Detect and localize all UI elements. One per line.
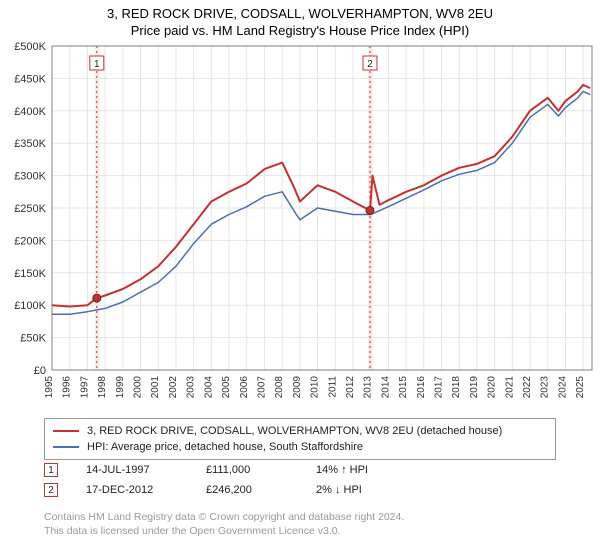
footnote: Contains HM Land Registry data © Crown c… bbox=[44, 510, 564, 538]
svg-text:2017: 2017 bbox=[434, 376, 445, 399]
svg-text:2003: 2003 bbox=[186, 376, 197, 399]
svg-text:£100K: £100K bbox=[14, 300, 46, 312]
legend-label: 3, RED ROCK DRIVE, CODSALL, WOLVERHAMPTO… bbox=[87, 425, 502, 437]
sale-date: 17-DEC-2012 bbox=[86, 484, 206, 496]
svg-text:2014: 2014 bbox=[380, 376, 391, 399]
svg-text:1995: 1995 bbox=[44, 376, 55, 399]
sale-marker: 2 bbox=[44, 483, 58, 497]
svg-text:2012: 2012 bbox=[345, 376, 356, 399]
svg-text:2001: 2001 bbox=[150, 376, 161, 399]
svg-text:£300K: £300K bbox=[14, 171, 46, 183]
footnote-line: This data is licensed under the Open Gov… bbox=[44, 524, 564, 538]
svg-text:£400K: £400K bbox=[14, 106, 46, 118]
svg-text:2006: 2006 bbox=[239, 376, 250, 399]
sale-price: £111,000 bbox=[206, 464, 316, 476]
svg-text:2015: 2015 bbox=[398, 376, 409, 399]
legend-swatch bbox=[53, 446, 79, 448]
chart-titles: 3, RED ROCK DRIVE, CODSALL, WOLVERHAMPTO… bbox=[0, 0, 600, 40]
svg-text:1997: 1997 bbox=[79, 376, 90, 399]
svg-text:2023: 2023 bbox=[540, 376, 551, 399]
svg-text:2010: 2010 bbox=[310, 376, 321, 399]
legend-label: HPI: Average price, detached house, Sout… bbox=[87, 441, 363, 453]
svg-text:1999: 1999 bbox=[115, 376, 126, 399]
sale-date: 14-JUL-1997 bbox=[86, 464, 206, 476]
svg-text:2008: 2008 bbox=[274, 376, 285, 399]
svg-text:£350K: £350K bbox=[14, 138, 46, 150]
svg-text:2005: 2005 bbox=[221, 376, 232, 399]
svg-text:2020: 2020 bbox=[487, 376, 498, 399]
svg-text:£50K: £50K bbox=[20, 333, 46, 345]
svg-text:2021: 2021 bbox=[504, 376, 515, 399]
svg-text:2018: 2018 bbox=[451, 376, 462, 399]
sale-marker: 1 bbox=[44, 463, 58, 477]
svg-text:2000: 2000 bbox=[133, 376, 144, 399]
legend: 3, RED ROCK DRIVE, CODSALL, WOLVERHAMPTO… bbox=[44, 418, 556, 460]
footnote-line: Contains HM Land Registry data © Crown c… bbox=[44, 510, 564, 524]
svg-text:2002: 2002 bbox=[168, 376, 179, 399]
sale-hpi: 2% ↓ HPI bbox=[316, 484, 426, 496]
legend-item: HPI: Average price, detached house, Sout… bbox=[53, 439, 547, 455]
svg-text:2004: 2004 bbox=[203, 376, 214, 399]
title-sub: Price paid vs. HM Land Registry's House … bbox=[0, 23, 600, 38]
legend-item: 3, RED ROCK DRIVE, CODSALL, WOLVERHAMPTO… bbox=[53, 423, 547, 439]
svg-text:2011: 2011 bbox=[327, 376, 338, 398]
svg-text:2013: 2013 bbox=[363, 376, 374, 399]
svg-text:£250K: £250K bbox=[14, 203, 46, 215]
chart: £0 £50K £100K £150K £200K £250K £300K £350K £400… bbox=[0, 40, 600, 410]
legend-swatch bbox=[53, 430, 79, 432]
sale-price: £246,200 bbox=[206, 484, 316, 496]
svg-text:£200K: £200K bbox=[14, 235, 46, 247]
svg-text:2: 2 bbox=[367, 59, 373, 70]
svg-text:1998: 1998 bbox=[97, 376, 108, 399]
sale-row: 2 17-DEC-2012 £246,200 2% ↓ HPI bbox=[44, 480, 556, 500]
title-main: 3, RED ROCK DRIVE, CODSALL, WOLVERHAMPTO… bbox=[0, 6, 600, 21]
svg-text:2016: 2016 bbox=[416, 376, 427, 399]
svg-text:1: 1 bbox=[94, 59, 100, 70]
svg-text:2024: 2024 bbox=[557, 376, 568, 399]
svg-text:2009: 2009 bbox=[292, 376, 303, 399]
svg-text:2007: 2007 bbox=[256, 376, 267, 399]
svg-text:£150K: £150K bbox=[14, 268, 46, 280]
sales-table: 1 14-JUL-1997 £111,000 14% ↑ HPI 2 17-DE… bbox=[44, 460, 556, 500]
svg-text:£450K: £450K bbox=[14, 73, 46, 85]
svg-text:£0: £0 bbox=[34, 365, 46, 377]
svg-text:1996: 1996 bbox=[62, 376, 73, 399]
sale-hpi: 14% ↑ HPI bbox=[316, 464, 426, 476]
svg-text:2025: 2025 bbox=[575, 376, 586, 399]
svg-text:£500K: £500K bbox=[14, 41, 46, 53]
svg-text:2019: 2019 bbox=[469, 376, 480, 399]
svg-text:2022: 2022 bbox=[522, 376, 533, 399]
sale-row: 1 14-JUL-1997 £111,000 14% ↑ HPI bbox=[44, 460, 556, 480]
